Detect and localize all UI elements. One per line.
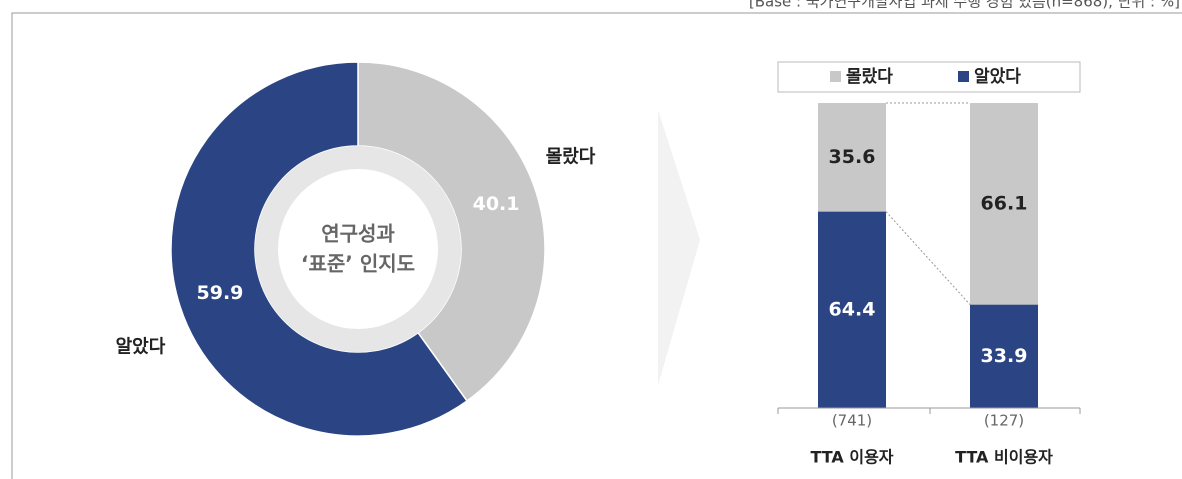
- value-label: 40.1: [473, 193, 520, 215]
- value-label: 35.6: [829, 146, 876, 168]
- value-label: 64.4: [829, 298, 876, 320]
- center-text: ‘표준’ 인지도: [301, 252, 415, 276]
- sample-size: (127): [984, 412, 1024, 430]
- legend-label: 몰랐다: [846, 67, 893, 87]
- x-tick-label: TTA 비이용자: [955, 448, 1053, 467]
- inner-circle: [278, 169, 438, 329]
- center-text: 연구성과: [321, 222, 395, 246]
- value-label: 59.9: [197, 282, 244, 304]
- bar-segment: [818, 103, 886, 212]
- category-label: 알았다: [116, 337, 166, 358]
- connector: [885, 211, 971, 305]
- value-label: 33.9: [981, 345, 1028, 367]
- value-label: 66.1: [981, 192, 1028, 214]
- frame: [11, 12, 1182, 479]
- legend-label: 알았다: [974, 67, 1021, 87]
- base-note: [Base : 국가연구개발사업 과제 수행 경험 있음(n=868), 단위 …: [749, 0, 1180, 11]
- bar-segment: [970, 103, 1038, 305]
- legend-box: [777, 61, 1081, 93]
- bar-segment: [818, 211, 886, 408]
- legend-swatch: [958, 71, 969, 82]
- bar-segment: [970, 304, 1038, 408]
- legend-swatch: [830, 71, 841, 82]
- arrow-decoration: [658, 110, 700, 385]
- x-tick-label: TTA 이용자: [810, 448, 893, 467]
- donut-slice: [170, 61, 469, 437]
- category-label: 몰랐다: [546, 146, 596, 167]
- sample-size: (741): [832, 412, 872, 430]
